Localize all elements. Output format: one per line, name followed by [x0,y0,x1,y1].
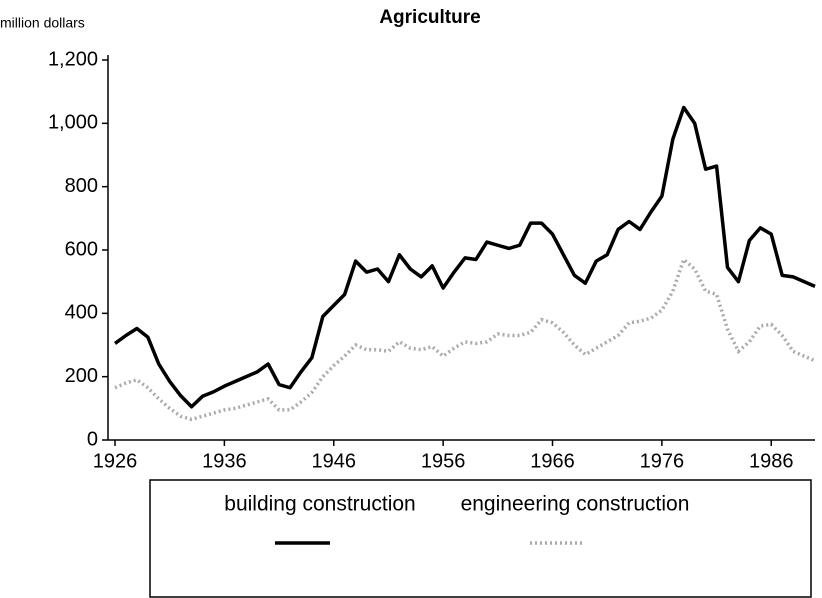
y-tick-label: 400 [65,302,98,324]
legend-label: building construction [224,493,415,516]
x-tick-label: 1926 [93,450,138,472]
x-tick-label: 1976 [640,450,685,472]
x-tick-label: 1936 [202,450,247,472]
y-tick-label: 0 [87,428,98,450]
series-line [113,105,816,409]
y-axis-label: million dollars [0,15,85,31]
y-tick-label: 800 [65,175,98,197]
x-tick-label: 1986 [749,450,794,472]
x-tick-label: 1946 [312,450,357,472]
y-tick-label: 600 [65,238,98,260]
chart-title: Agriculture [379,7,480,28]
y-tick-label: 200 [65,365,98,387]
y-tick-label: 1,000 [48,112,98,134]
legend-box [149,479,812,598]
x-tick-label: 1966 [530,450,575,472]
y-tick-label: 1,200 [48,48,98,70]
legend-label: engineering construction [461,493,690,516]
x-tick-label: 1956 [421,450,466,472]
series-line [114,256,816,422]
